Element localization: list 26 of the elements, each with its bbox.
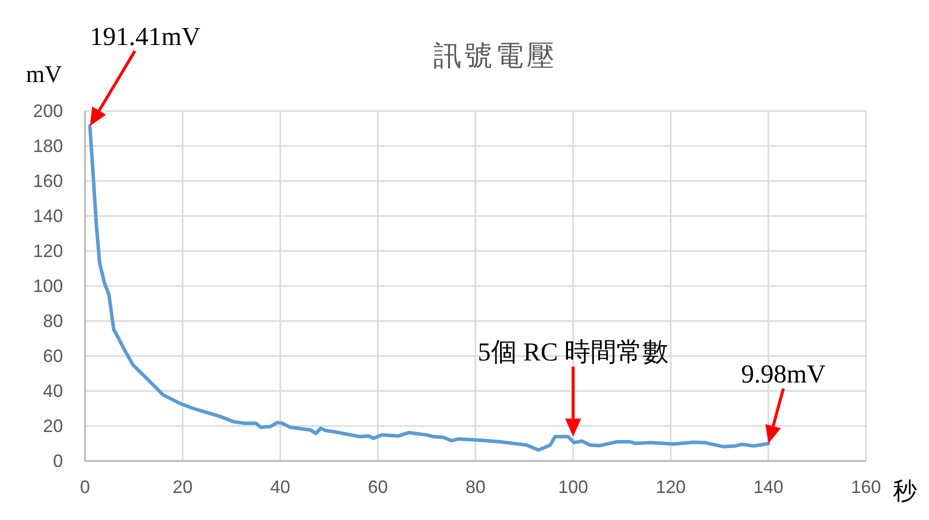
x-tick-label: 160 (850, 477, 882, 497)
y-tick-label: 80 (42, 311, 63, 331)
annotation: 191.41mV (90, 22, 201, 52)
x-tick-label: 40 (270, 477, 290, 497)
x-tick-label: 80 (465, 477, 486, 497)
x-tick-label: 140 (753, 477, 784, 497)
y-tick-label: 200 (32, 101, 63, 121)
x-tick-label: 60 (368, 477, 388, 497)
y-tick-label: 0 (52, 451, 63, 471)
x-tick-label: 20 (172, 477, 193, 497)
y-tick-label: 40 (42, 381, 63, 401)
y-tick-label: 100 (32, 276, 63, 296)
y-tick-label: 120 (32, 241, 63, 261)
y-axis-title: mV (26, 62, 63, 88)
chart-title: 訊號電壓 (434, 41, 558, 72)
annotation: 9.98mV (741, 360, 826, 389)
x-axis-title: 秒 (893, 479, 917, 505)
y-tick-label: 160 (32, 171, 63, 191)
x-tick-label: 0 (80, 477, 90, 497)
y-tick-label: 140 (32, 206, 63, 226)
x-tick-label: 120 (656, 477, 686, 497)
y-tick-label: 60 (42, 346, 63, 366)
y-tick-label: 180 (32, 136, 63, 156)
x-tick-label: 100 (558, 477, 588, 497)
y-tick-label: 20 (42, 416, 63, 436)
annotation: 5個 RC 時間常數 (478, 338, 668, 367)
